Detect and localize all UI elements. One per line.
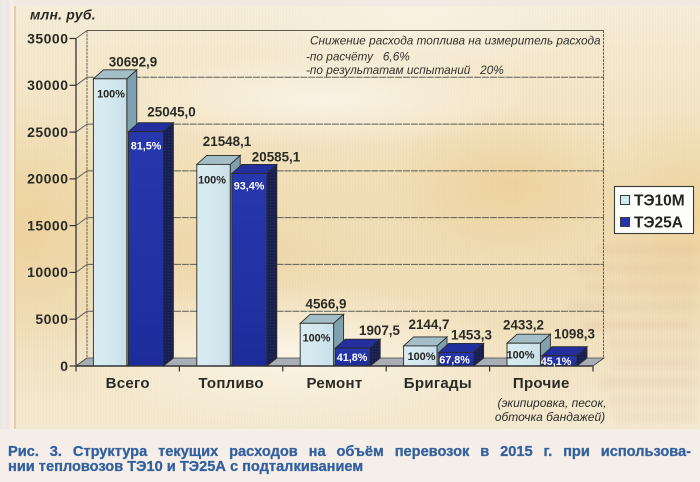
- svg-text:21548,1: 21548,1: [203, 134, 252, 149]
- svg-text:обточка бандажей): обточка бандажей): [495, 410, 605, 424]
- svg-text:30000: 30000: [27, 77, 68, 93]
- svg-text:25045,0: 25045,0: [147, 104, 195, 119]
- svg-text:20585,1: 20585,1: [252, 149, 301, 164]
- svg-text:Всего: Всего: [106, 375, 150, 392]
- svg-text:4566,9: 4566,9: [306, 296, 347, 311]
- svg-text:0: 0: [60, 358, 68, 374]
- svg-text:Ремонт: Ремонт: [306, 375, 362, 392]
- svg-text:45,1%: 45,1%: [541, 356, 572, 368]
- svg-text:-по результатам испытаний 20: -по результатам испытаний 20%: [306, 63, 504, 77]
- svg-text:15000: 15000: [27, 217, 68, 233]
- svg-text:5000: 5000: [35, 311, 68, 327]
- svg-text:ТЭ10М: ТЭ10М: [634, 193, 685, 210]
- svg-text:1098,3: 1098,3: [554, 326, 595, 341]
- svg-text:2144,7: 2144,7: [409, 317, 450, 332]
- svg-text:млн. руб.: млн. руб.: [30, 7, 96, 23]
- svg-text:Снижение расхода топлива на из: Снижение расхода топлива на измеритель р…: [310, 34, 601, 48]
- svg-text:100%: 100%: [408, 351, 436, 363]
- svg-text:1907,5: 1907,5: [359, 323, 401, 338]
- svg-text:100%: 100%: [198, 174, 226, 186]
- svg-text:Бригады: Бригады: [404, 375, 472, 392]
- svg-text:(экипировка, песок,: (экипировка, песок,: [498, 396, 607, 410]
- svg-text:81,5%: 81,5%: [131, 141, 162, 153]
- svg-text:10000: 10000: [27, 264, 68, 280]
- svg-text:20000: 20000: [27, 171, 68, 187]
- svg-text:100%: 100%: [507, 349, 535, 361]
- svg-text:1453,3: 1453,3: [451, 327, 492, 342]
- svg-text:93,4%: 93,4%: [234, 180, 265, 192]
- svg-text:30692,9: 30692,9: [109, 54, 157, 69]
- svg-text:25000: 25000: [27, 124, 68, 140]
- svg-text:ТЭ25А: ТЭ25А: [634, 215, 683, 232]
- svg-text:41,8%: 41,8%: [337, 352, 368, 364]
- svg-text:Прочие: Прочие: [513, 375, 570, 392]
- svg-text:Топливо: Топливо: [198, 375, 263, 392]
- svg-text:-по расчёту 6,6%: -по расчёту 6,6%: [306, 50, 410, 64]
- svg-text:2433,2: 2433,2: [503, 317, 544, 332]
- svg-text:35000: 35000: [27, 30, 68, 46]
- svg-text:67,8%: 67,8%: [439, 354, 470, 366]
- svg-text:100%: 100%: [97, 89, 125, 101]
- svg-text:100%: 100%: [303, 333, 331, 345]
